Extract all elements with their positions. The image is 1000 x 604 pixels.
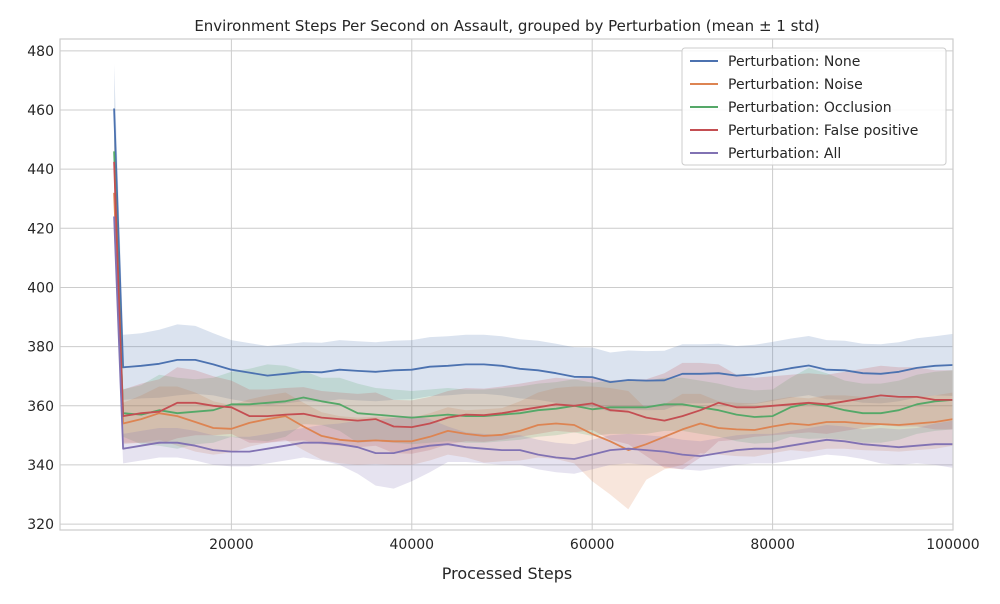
std-bands [114,64,954,510]
std-band-3 [114,135,954,470]
series-line-3 [113,161,953,429]
chart-title: Environment Steps Per Second on Assault,… [194,17,819,35]
y-tick-label: 420 [27,221,54,237]
std-band-1 [114,169,954,510]
y-tick-label: 440 [27,162,54,178]
x-tick-label: 20000 [209,537,254,553]
series-lines [113,108,954,460]
legend-label-3: Perturbation: False positive [728,123,918,139]
legend: Perturbation: None Perturbation: Noise Per… [681,47,947,166]
plot-frame [59,38,954,531]
series-line-4 [113,216,953,460]
x-tick-label: 40000 [390,537,435,553]
y-tick-label: 380 [27,340,54,356]
x-tick-label: 60000 [570,537,615,553]
y-tick-label: 320 [27,517,54,533]
y-tick-label: 480 [27,44,54,60]
legend-box [681,47,947,166]
x-tick-label: 80000 [750,537,795,553]
y-tick-label: 340 [27,458,54,474]
x-axis-label: Processed Steps [442,564,573,583]
x-axis-ticks: 20000 40000 60000 80000 100000 [209,537,980,553]
y-tick-label: 360 [27,399,54,415]
series-line-0 [113,108,954,384]
x-tick-label: 100000 [926,537,979,553]
legend-label-2: Perturbation: Occlusion [728,100,892,116]
std-band-0 [114,64,954,412]
legend-label-0: Perturbation: None [728,54,860,70]
y-tick-label: 400 [27,280,54,296]
std-band-2 [114,127,954,449]
y-tick-label: 460 [27,103,54,119]
y-axis-ticks: 320 340 360 380 400 420 440 460 480 [27,44,54,533]
series-line-1 [113,192,954,452]
std-band-4 [114,198,954,489]
legend-label-1: Perturbation: Noise [728,77,863,93]
legend-label-4: Perturbation: All [728,146,841,162]
